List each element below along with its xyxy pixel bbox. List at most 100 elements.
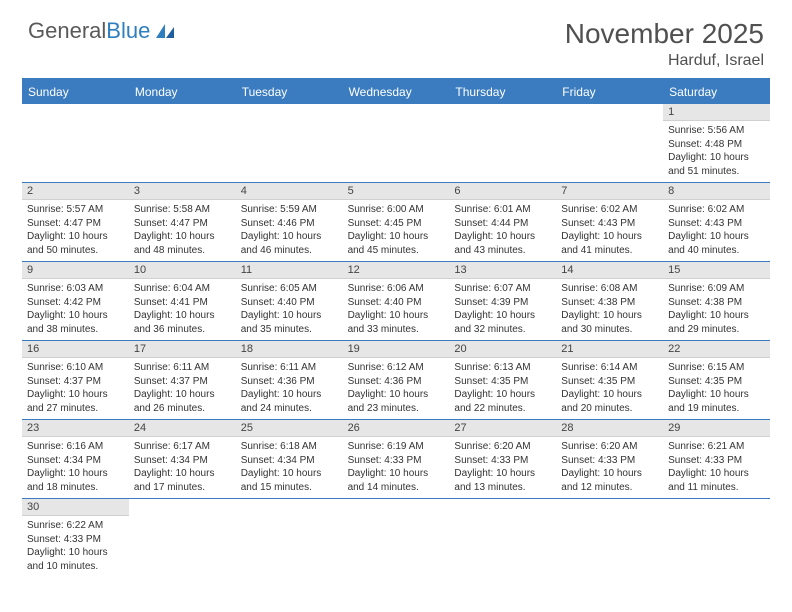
- day-number: 24: [129, 420, 236, 437]
- day-body: Sunrise: 6:04 AMSunset: 4:41 PMDaylight:…: [129, 279, 236, 340]
- daylight-text: Daylight: 10 hours and 46 minutes.: [241, 230, 338, 257]
- sunrise-text: Sunrise: 6:19 AM: [348, 440, 445, 454]
- day-number: 15: [663, 262, 770, 279]
- sunset-text: Sunset: 4:34 PM: [241, 454, 338, 468]
- daylight-text: Daylight: 10 hours and 10 minutes.: [27, 546, 124, 573]
- day-cell: 30Sunrise: 6:22 AMSunset: 4:33 PMDayligh…: [22, 499, 129, 577]
- day-number: 28: [556, 420, 663, 437]
- sunset-text: Sunset: 4:38 PM: [668, 296, 765, 310]
- day-body: Sunrise: 6:19 AMSunset: 4:33 PMDaylight:…: [343, 437, 450, 498]
- day-number: 25: [236, 420, 343, 437]
- daylight-text: Daylight: 10 hours and 40 minutes.: [668, 230, 765, 257]
- day-number: 1: [663, 104, 770, 121]
- sunset-text: Sunset: 4:33 PM: [454, 454, 551, 468]
- sunset-text: Sunset: 4:37 PM: [134, 375, 231, 389]
- day-number: 9: [22, 262, 129, 279]
- day-body: Sunrise: 6:15 AMSunset: 4:35 PMDaylight:…: [663, 358, 770, 419]
- sunrise-text: Sunrise: 6:20 AM: [454, 440, 551, 454]
- day-cell: [449, 104, 556, 182]
- sunrise-text: Sunrise: 5:56 AM: [668, 124, 765, 138]
- day-cell: 17Sunrise: 6:11 AMSunset: 4:37 PMDayligh…: [129, 341, 236, 419]
- day-cell: 7Sunrise: 6:02 AMSunset: 4:43 PMDaylight…: [556, 183, 663, 261]
- day-body: Sunrise: 6:13 AMSunset: 4:35 PMDaylight:…: [449, 358, 556, 419]
- day-cell: 23Sunrise: 6:16 AMSunset: 4:34 PMDayligh…: [22, 420, 129, 498]
- day-cell: 18Sunrise: 6:11 AMSunset: 4:36 PMDayligh…: [236, 341, 343, 419]
- sunset-text: Sunset: 4:33 PM: [348, 454, 445, 468]
- day-header-cell: Thursday: [449, 80, 556, 104]
- sunset-text: Sunset: 4:35 PM: [561, 375, 658, 389]
- day-cell: 12Sunrise: 6:06 AMSunset: 4:40 PMDayligh…: [343, 262, 450, 340]
- sunrise-text: Sunrise: 6:05 AM: [241, 282, 338, 296]
- sunrise-text: Sunrise: 6:10 AM: [27, 361, 124, 375]
- day-body: Sunrise: 5:59 AMSunset: 4:46 PMDaylight:…: [236, 200, 343, 261]
- day-header-cell: Monday: [129, 80, 236, 104]
- day-header-cell: Sunday: [22, 80, 129, 104]
- logo-sail-icon: [154, 22, 176, 40]
- day-body: Sunrise: 6:09 AMSunset: 4:38 PMDaylight:…: [663, 279, 770, 340]
- sunrise-text: Sunrise: 6:07 AM: [454, 282, 551, 296]
- daylight-text: Daylight: 10 hours and 20 minutes.: [561, 388, 658, 415]
- sunset-text: Sunset: 4:34 PM: [27, 454, 124, 468]
- day-number: 22: [663, 341, 770, 358]
- sunset-text: Sunset: 4:43 PM: [561, 217, 658, 231]
- day-number: 23: [22, 420, 129, 437]
- day-body: Sunrise: 6:17 AMSunset: 4:34 PMDaylight:…: [129, 437, 236, 498]
- daylight-text: Daylight: 10 hours and 45 minutes.: [348, 230, 445, 257]
- day-body: Sunrise: 6:20 AMSunset: 4:33 PMDaylight:…: [556, 437, 663, 498]
- day-cell: 19Sunrise: 6:12 AMSunset: 4:36 PMDayligh…: [343, 341, 450, 419]
- logo-text-2: Blue: [106, 18, 150, 44]
- daylight-text: Daylight: 10 hours and 38 minutes.: [27, 309, 124, 336]
- sunset-text: Sunset: 4:33 PM: [668, 454, 765, 468]
- day-cell: 15Sunrise: 6:09 AMSunset: 4:38 PMDayligh…: [663, 262, 770, 340]
- day-body: Sunrise: 5:58 AMSunset: 4:47 PMDaylight:…: [129, 200, 236, 261]
- sunrise-text: Sunrise: 6:04 AM: [134, 282, 231, 296]
- week-row: 16Sunrise: 6:10 AMSunset: 4:37 PMDayligh…: [22, 341, 770, 420]
- day-cell: 8Sunrise: 6:02 AMSunset: 4:43 PMDaylight…: [663, 183, 770, 261]
- day-number: 10: [129, 262, 236, 279]
- sunrise-text: Sunrise: 6:18 AM: [241, 440, 338, 454]
- day-number: 14: [556, 262, 663, 279]
- day-number: 26: [343, 420, 450, 437]
- sunrise-text: Sunrise: 5:57 AM: [27, 203, 124, 217]
- day-cell: 28Sunrise: 6:20 AMSunset: 4:33 PMDayligh…: [556, 420, 663, 498]
- day-cell: 6Sunrise: 6:01 AMSunset: 4:44 PMDaylight…: [449, 183, 556, 261]
- daylight-text: Daylight: 10 hours and 50 minutes.: [27, 230, 124, 257]
- day-body: Sunrise: 6:22 AMSunset: 4:33 PMDaylight:…: [22, 516, 129, 577]
- sunset-text: Sunset: 4:40 PM: [348, 296, 445, 310]
- daylight-text: Daylight: 10 hours and 33 minutes.: [348, 309, 445, 336]
- daylight-text: Daylight: 10 hours and 15 minutes.: [241, 467, 338, 494]
- daylight-text: Daylight: 10 hours and 48 minutes.: [134, 230, 231, 257]
- day-cell: 2Sunrise: 5:57 AMSunset: 4:47 PMDaylight…: [22, 183, 129, 261]
- day-body: Sunrise: 6:03 AMSunset: 4:42 PMDaylight:…: [22, 279, 129, 340]
- sunrise-text: Sunrise: 6:17 AM: [134, 440, 231, 454]
- sunset-text: Sunset: 4:36 PM: [241, 375, 338, 389]
- day-number: 3: [129, 183, 236, 200]
- day-cell: [129, 104, 236, 182]
- day-body: Sunrise: 6:05 AMSunset: 4:40 PMDaylight:…: [236, 279, 343, 340]
- day-body: Sunrise: 6:10 AMSunset: 4:37 PMDaylight:…: [22, 358, 129, 419]
- day-body: Sunrise: 6:20 AMSunset: 4:33 PMDaylight:…: [449, 437, 556, 498]
- day-number: 29: [663, 420, 770, 437]
- sunset-text: Sunset: 4:37 PM: [27, 375, 124, 389]
- day-body: Sunrise: 6:18 AMSunset: 4:34 PMDaylight:…: [236, 437, 343, 498]
- day-cell: 25Sunrise: 6:18 AMSunset: 4:34 PMDayligh…: [236, 420, 343, 498]
- day-cell: 4Sunrise: 5:59 AMSunset: 4:46 PMDaylight…: [236, 183, 343, 261]
- day-cell: [236, 499, 343, 577]
- day-cell: [449, 499, 556, 577]
- day-number: 18: [236, 341, 343, 358]
- sunrise-text: Sunrise: 6:00 AM: [348, 203, 445, 217]
- day-number: 19: [343, 341, 450, 358]
- day-body: Sunrise: 6:12 AMSunset: 4:36 PMDaylight:…: [343, 358, 450, 419]
- day-cell: [236, 104, 343, 182]
- sunset-text: Sunset: 4:33 PM: [27, 533, 124, 547]
- sunset-text: Sunset: 4:43 PM: [668, 217, 765, 231]
- day-number: 21: [556, 341, 663, 358]
- week-row: 9Sunrise: 6:03 AMSunset: 4:42 PMDaylight…: [22, 262, 770, 341]
- day-cell: 16Sunrise: 6:10 AMSunset: 4:37 PMDayligh…: [22, 341, 129, 419]
- daylight-text: Daylight: 10 hours and 43 minutes.: [454, 230, 551, 257]
- day-cell: 21Sunrise: 6:14 AMSunset: 4:35 PMDayligh…: [556, 341, 663, 419]
- day-cell: [556, 499, 663, 577]
- sunset-text: Sunset: 4:46 PM: [241, 217, 338, 231]
- day-number: 27: [449, 420, 556, 437]
- day-body: Sunrise: 6:02 AMSunset: 4:43 PMDaylight:…: [556, 200, 663, 261]
